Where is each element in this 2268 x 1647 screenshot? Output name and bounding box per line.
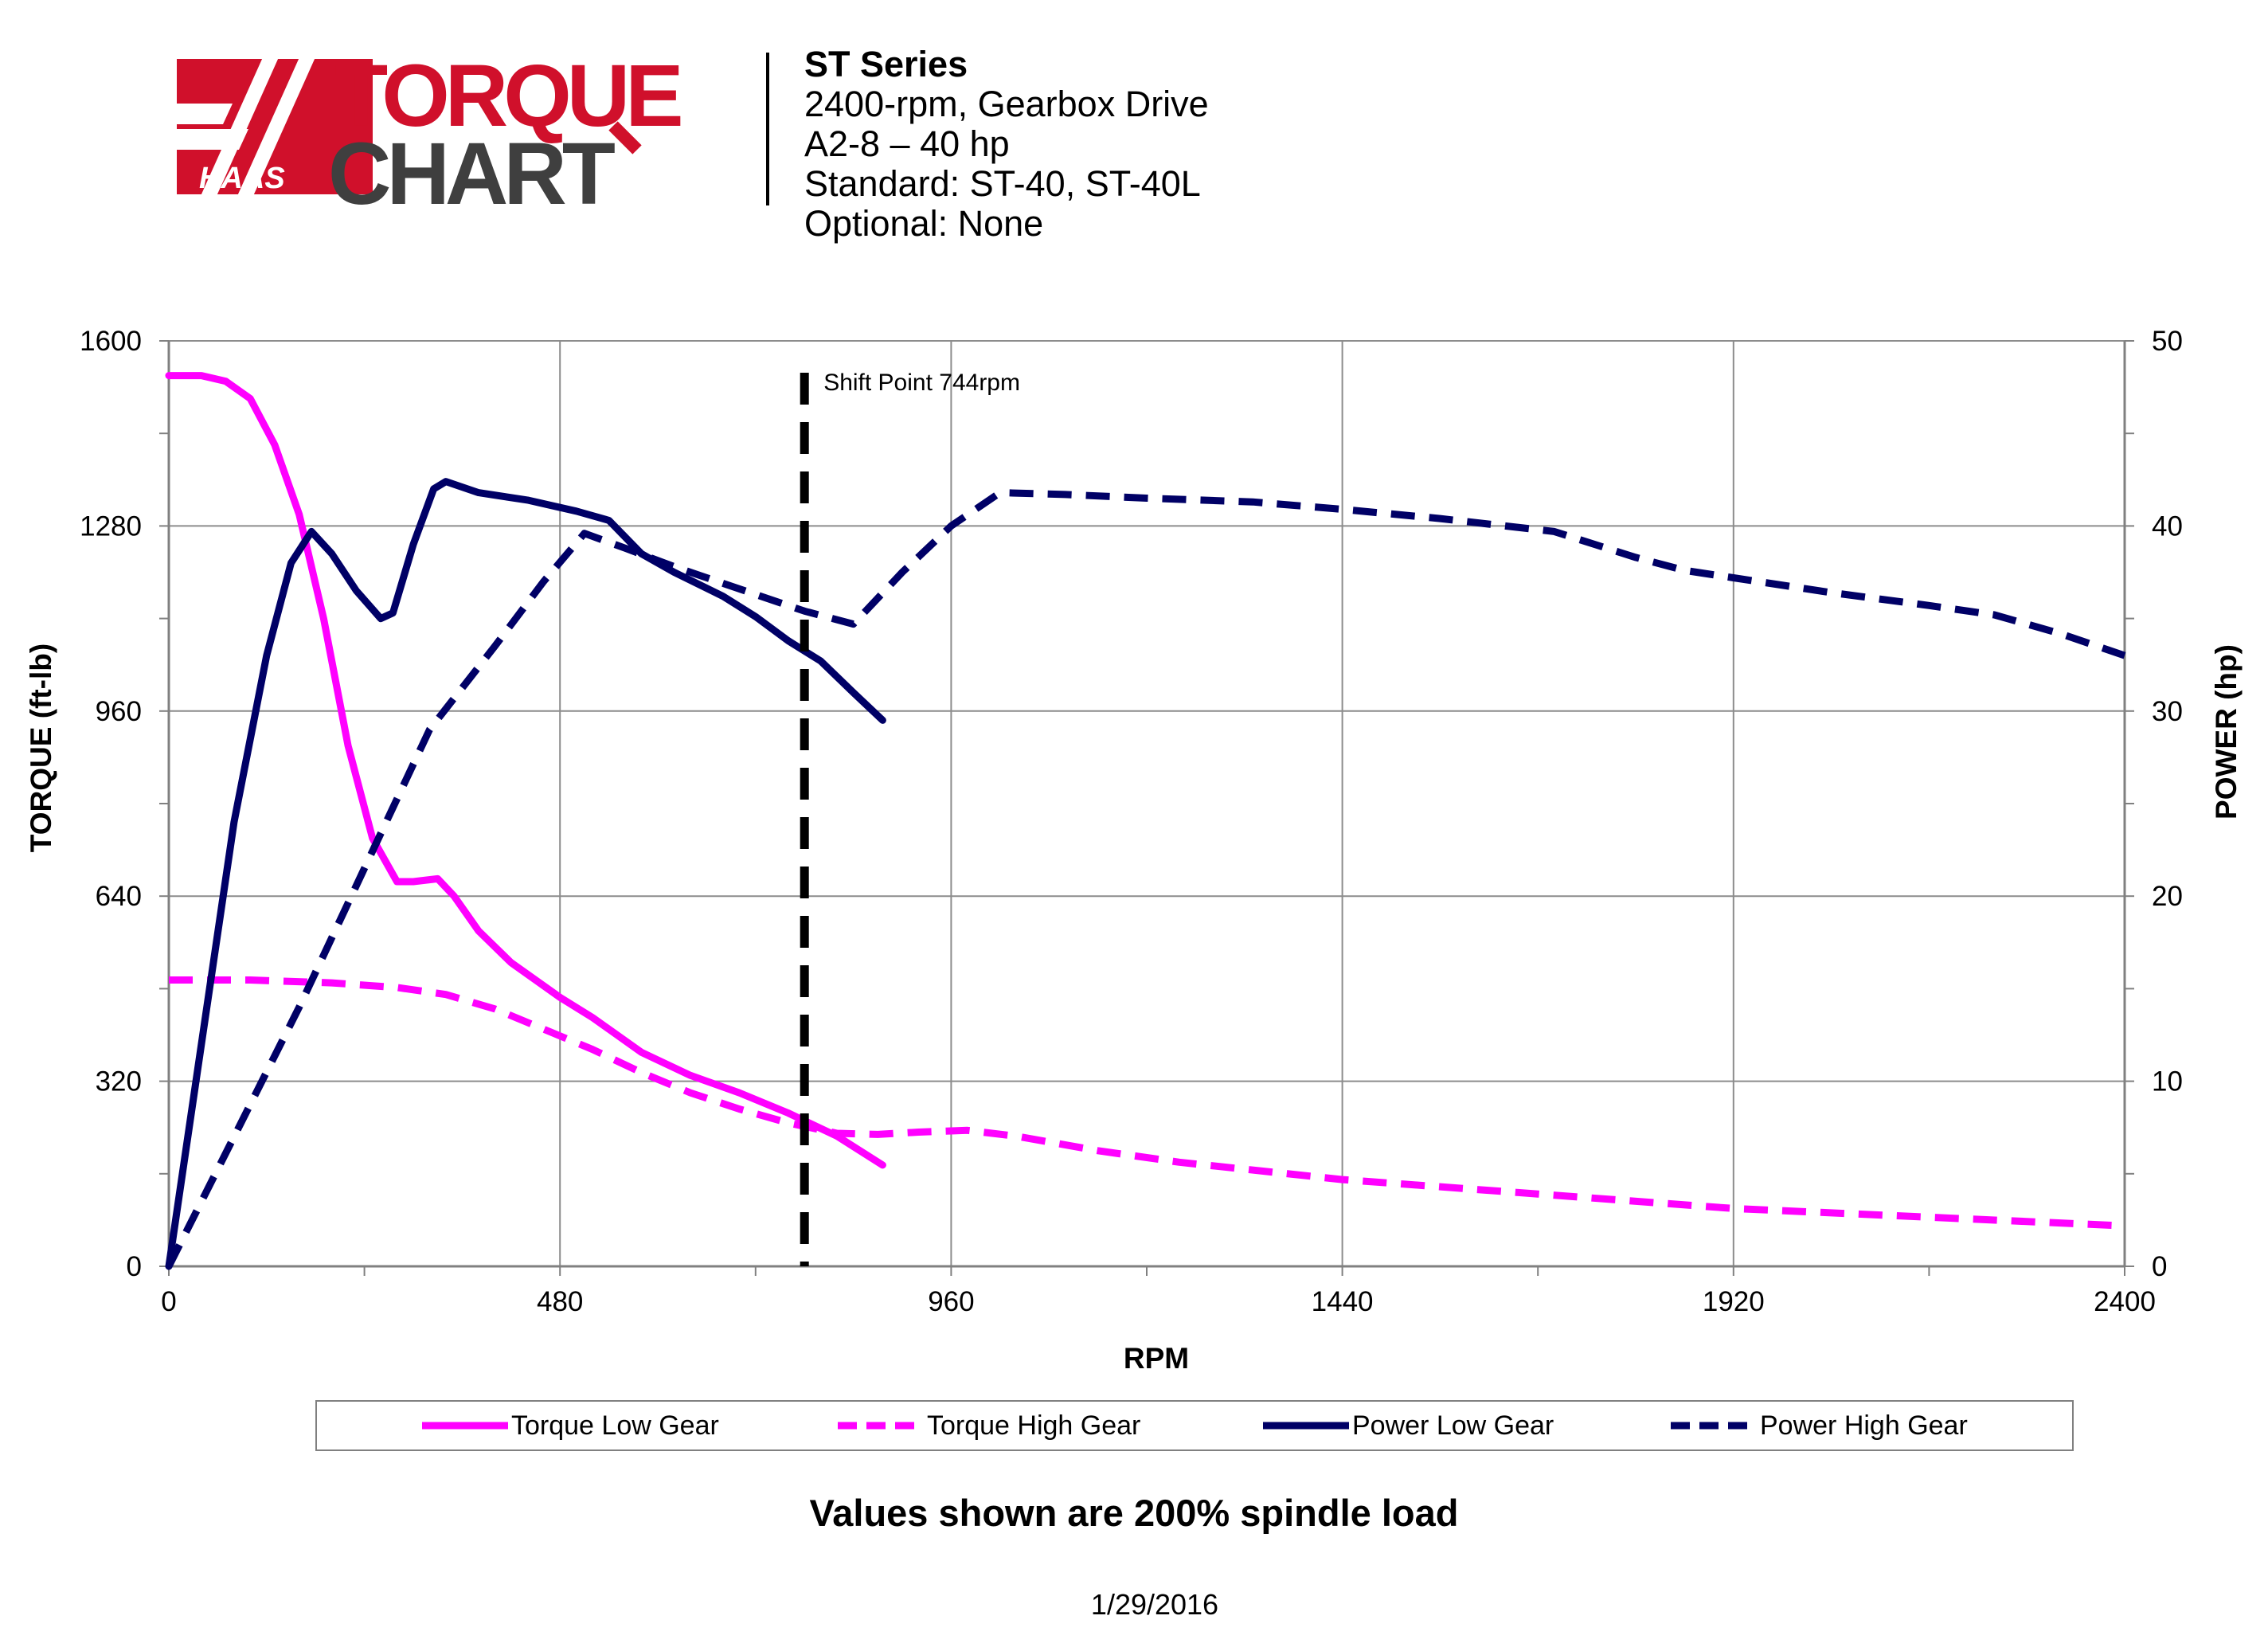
logo-slash <box>237 57 315 196</box>
y-tick-label-right: 50 <box>2152 326 2183 357</box>
legend-label: Power Low Gear <box>1352 1410 1554 1441</box>
legend-swatch <box>422 1422 508 1430</box>
torque-high-gear-line <box>169 976 2125 1230</box>
y-tick-label-left: 640 <box>96 881 142 912</box>
power-low-gear-line <box>165 478 886 1270</box>
y-tick-label-left: 0 <box>127 1251 142 1282</box>
x-tick-label: 960 <box>928 1286 974 1317</box>
y-tick-label-right: 20 <box>2152 881 2183 912</box>
shift-point-label: Shift Point 744rpm <box>823 370 1020 396</box>
legend-swatch <box>1671 1422 1757 1430</box>
torque-low-gear-line <box>165 372 886 1169</box>
legend-label: Torque Low Gear <box>511 1410 719 1441</box>
header-divider <box>766 53 769 205</box>
annotation: Shift Point 744rpm <box>800 370 1020 1266</box>
y-tick-label-left: 1280 <box>80 511 142 542</box>
y-tick-label-left: 960 <box>96 696 142 727</box>
axes <box>159 340 2134 1276</box>
logo-title-top: TORQUE <box>334 47 681 145</box>
logo-title-bottom: CHART <box>328 125 616 213</box>
torque-power-chart: Shift Point 744rpm 0 480 960 1440 1920 2400 0 3… <box>25 326 2243 1370</box>
legend-item-torque-low: Torque Low Gear <box>420 1402 719 1449</box>
grid <box>169 340 2125 1266</box>
legend-item-torque-high: Torque High Gear <box>836 1402 1140 1449</box>
legend-swatch <box>1263 1422 1349 1430</box>
y-tick-label-left: 1600 <box>80 326 142 357</box>
legend-label: Torque High Gear <box>927 1410 1141 1441</box>
x-tick-label: 2400 <box>2094 1286 2156 1317</box>
chart-legend: Torque Low Gear Torque High Gear Power L… <box>315 1400 2074 1451</box>
x-tick-label: 480 <box>537 1286 583 1317</box>
labels: 0 480 960 1440 1920 2400 0 320 640 960 1280 1600 0 10… <box>25 326 2243 1370</box>
y-tick-label-right: 40 <box>2152 511 2183 542</box>
series <box>165 372 2126 1270</box>
y-tick-label-right: 30 <box>2152 696 2183 727</box>
series-title: ST Series <box>804 44 968 84</box>
logo-slash <box>201 57 279 196</box>
logo-magnifier-handle <box>608 121 642 155</box>
legend-item-power-high: Power High Gear <box>1669 1402 1968 1449</box>
legend-item-power-low: Power Low Gear <box>1261 1402 1554 1449</box>
y-tick-label-right: 0 <box>2152 1251 2167 1282</box>
y-axis-title-right: POWER (hp) <box>2210 644 2243 820</box>
x-tick-label: 0 <box>161 1286 176 1317</box>
y-axis-title-left: TORQUE (ft-lb) <box>25 644 57 852</box>
y-tick-label-right: 10 <box>2152 1066 2183 1097</box>
y-tick-label-left: 320 <box>96 1066 142 1097</box>
header-line: A2-8 – 40 hp <box>804 123 1010 164</box>
legend-label: Power High Gear <box>1760 1410 1968 1441</box>
header-line: Optional: None <box>804 203 1044 244</box>
x-tick-label: 1920 <box>1703 1286 1765 1317</box>
x-tick-label: 1440 <box>1312 1286 1374 1317</box>
spindle-load-note: Values shown are 200% spindle load <box>809 1492 1459 1534</box>
legend-swatch <box>838 1422 924 1430</box>
chart-header: ST Series 2400-rpm, Gearbox Drive A2-8 –… <box>804 45 1209 244</box>
logo-brand: HAAS <box>199 162 285 195</box>
header-line: Standard: ST-40, ST-40L <box>804 163 1201 204</box>
power-high-gear-line <box>165 489 2126 1269</box>
chart-date: 1/29/2016 <box>1090 1588 1219 1621</box>
logo-stripe <box>150 104 233 124</box>
haas-torque-chart-logo: HAAS TORQUE CHART <box>150 47 686 213</box>
x-axis-title: RPM <box>1124 1342 1189 1370</box>
header-line: 2400-rpm, Gearbox Drive <box>804 84 1209 124</box>
